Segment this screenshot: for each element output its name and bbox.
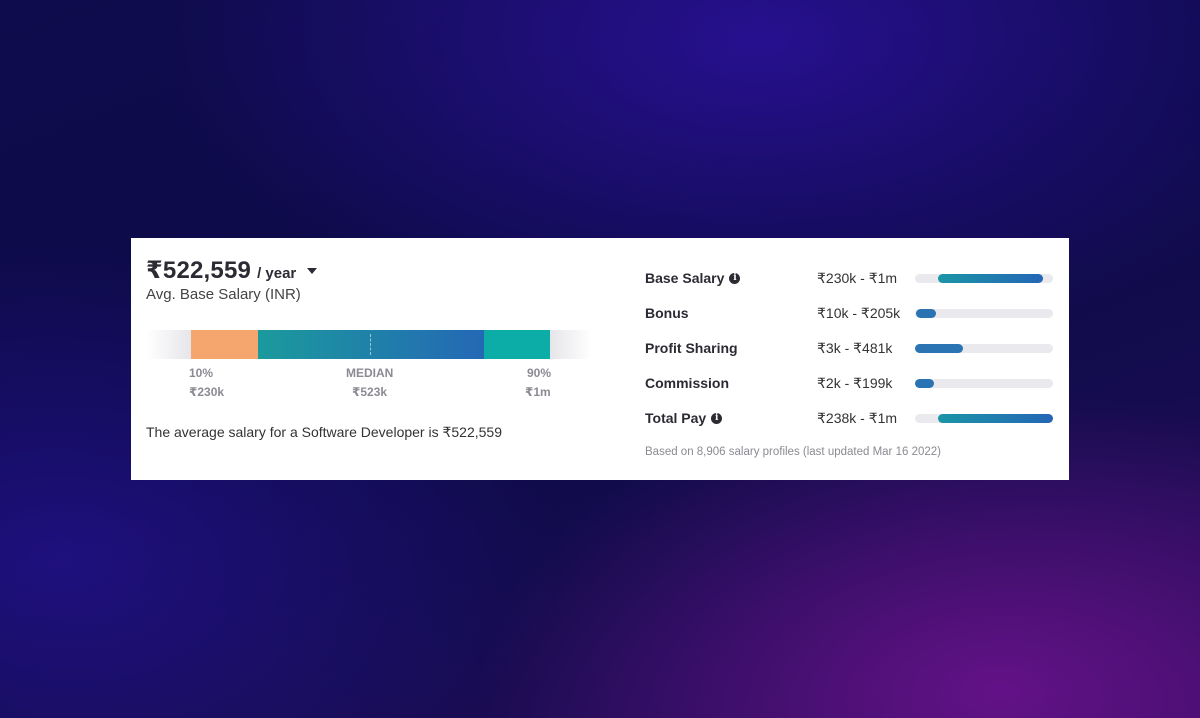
breakdown-row-bonus: Bonus ₹10k - ₹205k: [645, 305, 1055, 325]
salary-card: ₹522,559 / year Avg. Base Salary (INR) 1…: [131, 238, 1069, 480]
range-fill: [915, 344, 964, 353]
breakdown-row-profit-sharing: Profit Sharing ₹3k - ₹481k: [645, 340, 1055, 360]
breakdown-label: Bonus: [645, 305, 689, 321]
breakdown-row-total-pay: Total Pay i ₹238k - ₹1m: [645, 410, 1055, 430]
median-value: ₹523k: [352, 385, 388, 399]
range-track: [915, 274, 1053, 283]
salary-distribution-bar: [146, 330, 592, 359]
breakdown-label: Profit Sharing: [645, 340, 738, 356]
breakdown-label: Commission: [645, 375, 729, 391]
breakdown-range: ₹230k - ₹1m: [817, 270, 898, 286]
range-track: [915, 309, 1053, 318]
breakdown-label-text: Base Salary: [645, 270, 725, 286]
breakdown-row-commission: Commission ₹2k - ₹199k: [645, 375, 1055, 395]
salary-subtitle: Avg. Base Salary (INR): [146, 286, 301, 303]
data-source-footnote: Based on 8,906 salary profiles (last upd…: [645, 446, 941, 458]
range-track: [915, 344, 1053, 353]
breakdown-range: ₹3k - ₹481k: [817, 340, 893, 356]
salary-summary-text: The average salary for a Software Develo…: [146, 424, 502, 440]
breakdown-range: ₹2k - ₹199k: [817, 375, 893, 391]
breakdown-label-text: Total Pay: [645, 410, 707, 426]
percentile-90-value: ₹1m: [525, 385, 551, 399]
range-fill: [938, 414, 1053, 423]
breakdown-label-text: Bonus: [645, 305, 689, 321]
average-salary-amount: ₹522,559: [146, 257, 252, 284]
range-track: [915, 379, 1053, 388]
distribution-low-segment: [191, 330, 258, 359]
breakdown-label-text: Profit Sharing: [645, 340, 738, 356]
range-fill: [915, 379, 935, 388]
percentile-10-value: ₹230k: [189, 385, 225, 399]
salary-headline: ₹522,559 / year: [146, 256, 318, 285]
breakdown-row-base-salary: Base Salary i ₹230k - ₹1m: [645, 270, 1055, 290]
distribution-fade-right: [550, 330, 592, 359]
pay-period-label[interactable]: / year: [257, 265, 297, 282]
range-fill: [916, 309, 936, 318]
percentile-90-label: 90%: [527, 366, 552, 380]
distribution-mid-segment: [258, 330, 484, 359]
range-track: [915, 414, 1053, 423]
breakdown-label: Base Salary i: [645, 270, 741, 286]
info-icon[interactable]: i: [711, 412, 723, 424]
breakdown-range: ₹238k - ₹1m: [817, 410, 898, 426]
breakdown-label: Total Pay i: [645, 410, 723, 426]
breakdown-range: ₹10k - ₹205k: [817, 305, 901, 321]
chevron-down-icon[interactable]: [307, 268, 318, 274]
breakdown-label-text: Commission: [645, 375, 730, 391]
median-label: MEDIAN: [346, 366, 394, 380]
percentile-10-label: 10%: [189, 366, 214, 380]
distribution-high-segment: [484, 330, 551, 359]
info-icon[interactable]: i: [729, 272, 741, 284]
range-fill: [938, 274, 1044, 283]
median-marker: [370, 334, 371, 355]
distribution-fade-left: [146, 330, 191, 359]
